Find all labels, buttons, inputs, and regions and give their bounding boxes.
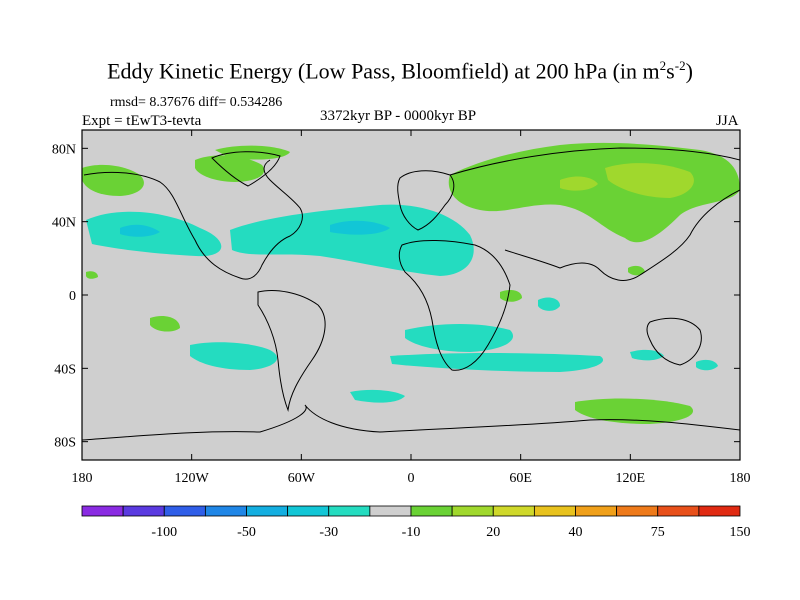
africa-coast	[398, 239, 511, 371]
colorbar-label: 75	[651, 525, 665, 540]
neg-region-north-atlantic	[230, 204, 474, 276]
lat-tick-label: 80N	[52, 142, 76, 157]
pos-region-pacific-northeast	[86, 271, 98, 279]
south-america-coast	[257, 290, 326, 412]
colorbar-swatch	[287, 505, 330, 517]
antarctica-coast	[82, 404, 740, 441]
lon-tick-label: 60E	[509, 471, 532, 486]
latitude-axis: 80N 40N 0 40S 80S	[52, 142, 740, 451]
pos-region-india	[628, 265, 645, 276]
longitude-axis: 180 120W 60W 0 60E 120E 180	[72, 130, 751, 486]
greenland-coast	[211, 151, 281, 187]
colorbar-label: 150	[730, 525, 751, 540]
pos-region-south-pacific-west	[150, 316, 180, 332]
lon-tick-label: 60W	[288, 471, 316, 486]
stats-label: rmsd= 8.37676 diff= 0.534286	[110, 95, 283, 110]
neg-region-east-africa	[538, 297, 560, 311]
lon-tick-label: 120E	[616, 471, 646, 486]
neg-region-tasman	[696, 359, 718, 371]
experiment-label: Expt = tEwT3-tevta	[82, 113, 202, 129]
colorbar-swatch	[492, 505, 535, 517]
neg-region-south-midatlantic	[350, 389, 405, 403]
lat-tick-label: 0	[69, 289, 76, 304]
europe-coast	[397, 170, 455, 231]
australia-coast	[646, 317, 702, 366]
neg-core-pacific	[120, 224, 160, 237]
lat-tick-label: 80S	[54, 436, 76, 451]
colorbar-swatch	[163, 505, 206, 517]
colorbar-label: -10	[402, 525, 421, 540]
colorbar-label: -30	[319, 525, 338, 540]
neg-region-sw-pacific	[630, 349, 664, 361]
colorbar-swatch	[451, 505, 494, 517]
colorbar-swatch	[575, 505, 618, 517]
pos-core-asia	[560, 176, 598, 191]
lon-tick-label: 0	[408, 471, 415, 486]
colorbar-swatch	[410, 505, 453, 517]
lon-tick-label: 120W	[175, 471, 210, 486]
pos-region-west-africa	[500, 290, 522, 302]
coastlines	[82, 147, 740, 441]
north-america-coast	[83, 159, 303, 280]
colorbar-swatch	[616, 505, 659, 517]
neg-region-south-atlantic	[405, 324, 514, 352]
neg-region-indian-ocean	[390, 353, 604, 372]
neg-region-south-pacific	[190, 342, 278, 370]
colorbar-label: 40	[569, 525, 583, 540]
neg-core-atlantic	[330, 220, 390, 235]
colorbar-label: -100	[151, 525, 177, 540]
colorbar-swatch	[369, 505, 412, 517]
pos-region-antarctic-coast	[575, 398, 694, 424]
pos-core-siberia	[605, 163, 694, 198]
colorbar-label: -50	[237, 525, 256, 540]
lon-tick-label: 180	[730, 471, 751, 486]
colorbar-swatch	[204, 505, 247, 517]
colorbar-label: 20	[486, 525, 500, 540]
period-label: 3372kyr BP - 0000kyr BP	[320, 108, 477, 124]
lat-tick-label: 40S	[54, 362, 76, 377]
colorbar-swatch	[122, 505, 165, 517]
colorbar-swatch	[533, 505, 576, 517]
pos-region-greenland	[215, 145, 290, 160]
lat-tick-label: 40N	[52, 216, 76, 231]
colorbar-swatch	[246, 505, 289, 517]
colorbar	[81, 505, 741, 517]
colorbar-swatch	[81, 505, 124, 517]
season-label: JJA	[716, 113, 739, 129]
plot-title: Eddy Kinetic Energy (Low Pass, Bloomfiel…	[107, 58, 693, 84]
colorbar-swatch	[657, 505, 700, 517]
colorbar-labels: -100 -50 -30 -10 20 40 75 150	[151, 525, 750, 540]
colorbar-swatch	[698, 505, 741, 517]
lon-tick-label: 180	[72, 471, 93, 486]
anomaly-fields	[82, 142, 740, 424]
pos-region-canada	[195, 155, 265, 182]
colorbar-swatch	[328, 505, 371, 517]
asia-coast	[449, 147, 740, 281]
